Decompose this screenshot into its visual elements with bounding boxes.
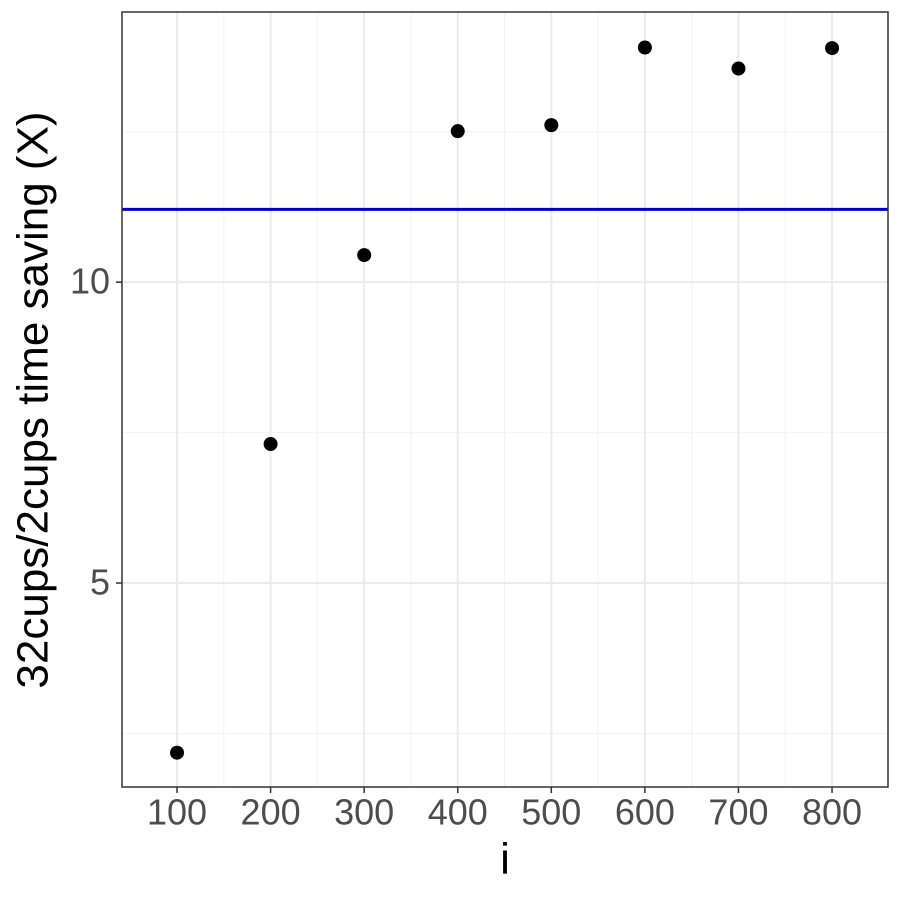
y-tick-label: 5 [90,562,110,603]
point [170,745,185,760]
point [731,61,746,76]
y-axis-title: 32cups/2cups time saving (X) [9,111,58,688]
y-tick-label: 10 [70,261,110,302]
point [637,40,652,55]
x-tick-label: 600 [615,792,675,833]
x-tick-label: 800 [802,792,862,833]
x-tick-label: 700 [708,792,768,833]
x-tick-label: 400 [428,792,488,833]
point [450,124,465,139]
x-tick-label: 100 [147,792,207,833]
x-tick-label: 200 [241,792,301,833]
point [263,437,278,452]
x-axis-title: i [500,835,510,884]
point [825,41,840,56]
x-tick-label: 300 [334,792,394,833]
panel-border [121,11,889,788]
x-tick-label: 500 [521,792,581,833]
point [544,118,559,133]
point [357,248,372,263]
